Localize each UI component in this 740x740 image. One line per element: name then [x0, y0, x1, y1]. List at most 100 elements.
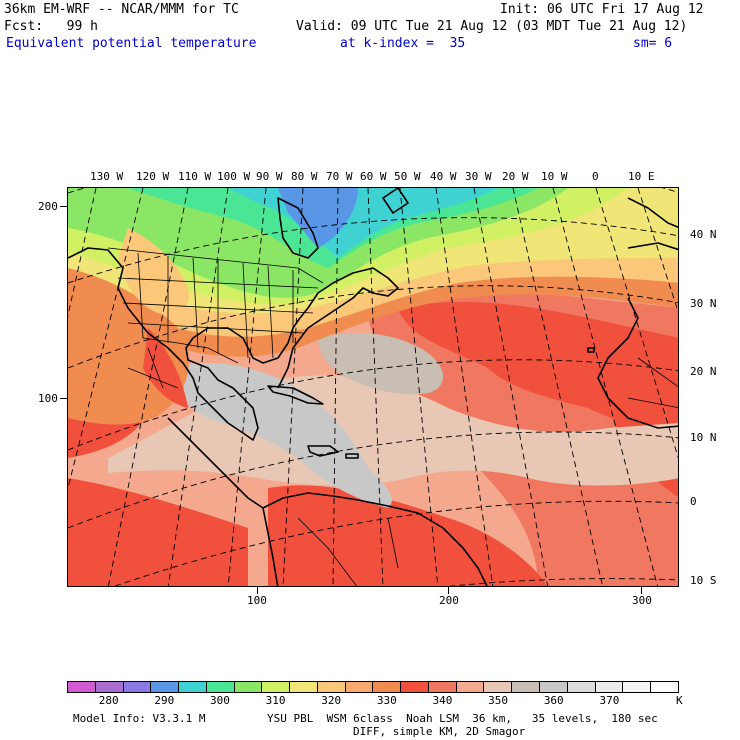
physics-info: YSU PBL WSM 6class Noah LSM 36 km, 35 le… — [267, 712, 658, 725]
border-south-america — [297, 517, 399, 586]
lat-label-30n: 30 N — [690, 297, 717, 310]
gridline-lon-10w — [552, 188, 658, 586]
model-title: 36km EM-WRF -- NCAR/MMM for TC — [4, 2, 239, 17]
init-time: Init: 06 UTC Fri 17 Aug 12 — [500, 2, 704, 17]
map-graphic — [68, 188, 678, 586]
colorbar-label-330: 330 — [376, 694, 397, 707]
x-tick-200 — [448, 587, 449, 594]
level-info: at k-index = 35 — [340, 36, 466, 51]
lon-label-120w: 120 W — [136, 170, 170, 183]
fill-mid-atlantic-grey — [318, 333, 443, 395]
lat-label-10s: 10 S — [690, 574, 717, 587]
colorbar-swatch-14 — [456, 682, 485, 692]
colorbar-swatch-8 — [290, 682, 318, 692]
colorbar-swatch-11 — [373, 682, 402, 692]
lon-label-100w: 100 W — [217, 170, 251, 183]
gridline-lon-90w — [227, 188, 267, 586]
x-tick-100 — [257, 587, 258, 594]
valid-time: Valid: 09 UTC Tue 21 Aug 12 (03 MDT Tue … — [296, 19, 688, 34]
coast-greenland-tip — [382, 188, 409, 214]
model-info: Model Info: V3.3.1 M — [73, 712, 206, 725]
coast-canary-islands — [587, 347, 595, 353]
gridline-lon-30w — [473, 188, 549, 586]
colorbar-swatch-21 — [651, 682, 678, 692]
colorbar-swatch-19 — [595, 682, 624, 692]
border-states-ns-5 — [242, 262, 249, 359]
lat-label-20n: 20 N — [690, 365, 717, 378]
gridline-lat-10n — [68, 431, 678, 529]
gridline-lat-20n — [68, 359, 678, 451]
border-states-ns-6 — [267, 265, 274, 359]
lon-label-90w: 90 W — [256, 170, 283, 183]
border-states-ew-3 — [127, 322, 304, 334]
coast-hispaniola — [307, 445, 339, 457]
colorbar — [67, 681, 679, 693]
gridline-lon-10e — [637, 188, 678, 313]
gridline-lon-40w — [435, 188, 494, 586]
colorbar-swatch-1 — [95, 682, 124, 692]
coast-south-america — [262, 492, 488, 586]
diffusion-info: DIFF, simple KM, 2D Smagor — [353, 725, 526, 738]
y-tick-200 — [60, 206, 67, 207]
colorbar-swatch-2 — [123, 682, 152, 692]
colorbar-swatch-17 — [540, 682, 568, 692]
gridline-lon-20w — [512, 188, 604, 586]
x-axis-label-200: 200 — [439, 594, 459, 607]
lon-label-60w: 60 W — [360, 170, 387, 183]
colorbar-label-360: 360 — [543, 694, 564, 707]
border-africa — [627, 357, 678, 409]
lat-label-0: 0 — [690, 495, 697, 508]
lon-label-80w: 80 W — [291, 170, 318, 183]
gridline-lon-120w — [68, 188, 144, 489]
fill-west-tan — [118, 228, 189, 315]
gridline-lat-40n — [68, 217, 678, 284]
border-us-canada — [107, 247, 324, 284]
y-tick-100 — [60, 398, 67, 399]
y-axis-label-200: 200 — [38, 200, 58, 213]
x-tick-300 — [641, 587, 642, 594]
coast-central-america — [167, 417, 264, 509]
color-fill-layer — [68, 188, 678, 586]
forecast-hour: Fcst: 99 h — [4, 19, 98, 34]
border-states-ns-3 — [192, 257, 199, 349]
colorbar-swatch-9 — [317, 682, 346, 692]
lon-label-40w: 40 W — [430, 170, 457, 183]
gridline-lon-110w — [107, 188, 189, 586]
lat-label-40n: 40 N — [690, 228, 717, 241]
y-axis-label-100: 100 — [38, 392, 58, 405]
colorbar-swatch-16 — [512, 682, 541, 692]
border-us-mexico — [142, 337, 239, 364]
field-name: Equivalent potential temperature — [6, 36, 257, 51]
colorbar-swatch-12 — [401, 682, 429, 692]
gridline-lon-70w — [332, 188, 339, 586]
colorbar-label-280: 280 — [98, 694, 119, 707]
border-states-ew-1 — [117, 277, 319, 289]
colorbar-label-350: 350 — [488, 694, 509, 707]
colorbar-swatch-0 — [68, 682, 96, 692]
colorbar-swatch-7 — [262, 682, 291, 692]
lon-label-10w: 10 W — [541, 170, 568, 183]
coast-africa — [597, 297, 678, 429]
coast-hudson-bay — [277, 197, 319, 259]
colorbar-swatch-5 — [206, 682, 235, 692]
coast-iberia — [627, 242, 678, 251]
border-states-ew-2 — [122, 302, 314, 314]
lon-label-110w: 110 W — [178, 170, 212, 183]
coast-europe — [627, 197, 678, 229]
lon-label-0: 0 — [592, 170, 599, 183]
lon-label-130w: 130 W — [90, 170, 124, 183]
colorbar-label-320: 320 — [321, 694, 342, 707]
lon-label-70w: 70 W — [326, 170, 353, 183]
gridline-lon-100w — [167, 188, 229, 586]
colorbar-label-300: 300 — [210, 694, 230, 707]
colorbar-swatch-20 — [623, 682, 652, 692]
colorbar-unit: K — [676, 694, 683, 707]
colorbar-swatch-15 — [484, 682, 513, 692]
coast-cuba — [267, 385, 324, 405]
lon-label-10e: 10 E — [628, 170, 655, 183]
colorbar-label-340: 340 — [432, 694, 453, 707]
lon-label-50w: 50 W — [394, 170, 421, 183]
theta-e-map — [67, 187, 679, 587]
colorbar-swatch-6 — [234, 682, 263, 692]
smoothing-info: sm= 6 — [633, 36, 673, 51]
